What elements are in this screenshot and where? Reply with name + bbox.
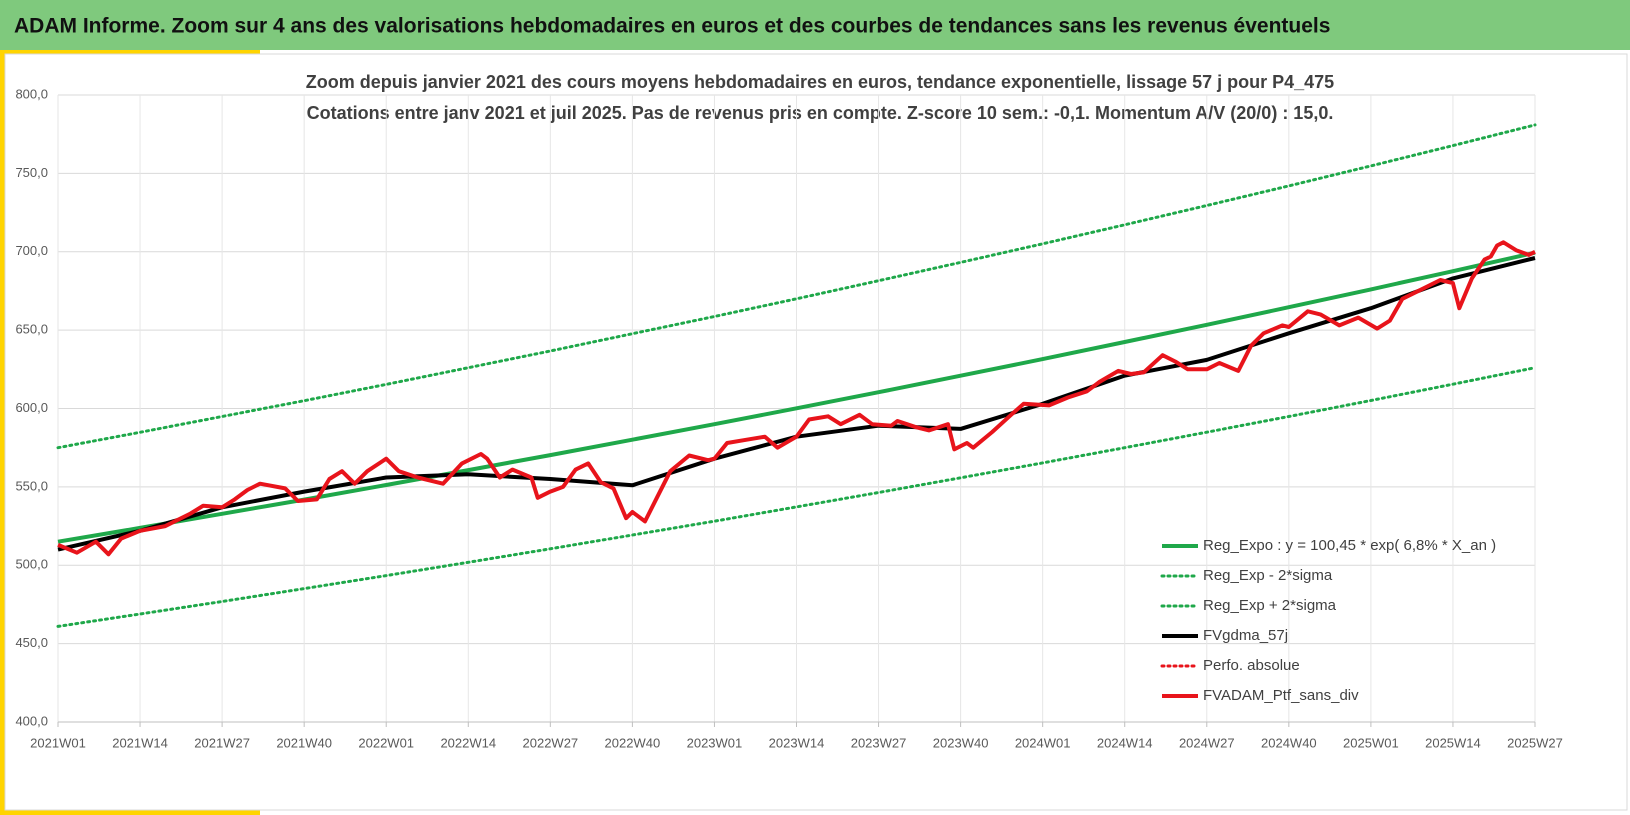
x-tick-label: 2024W40 <box>1261 735 1317 750</box>
series-line <box>56 366 1537 628</box>
x-tick-label: 2022W14 <box>440 735 496 750</box>
legend-label: Reg_Exp - 2*sigma <box>1203 567 1333 584</box>
x-tick-label: 2023W27 <box>851 735 907 750</box>
x-tick-label: 2021W01 <box>30 735 86 750</box>
y-tick-label: 650,0 <box>15 322 48 337</box>
y-tick-label: 500,0 <box>15 557 48 572</box>
legend-label: Reg_Exp + 2*sigma <box>1203 597 1337 614</box>
y-tick-label: 750,0 <box>15 165 48 180</box>
y-tick-label: 800,0 <box>15 86 48 101</box>
legend-label: FVgdma_57j <box>1203 627 1288 644</box>
legend-label: Reg_Expo : y = 100,45 * exp( 6,8% * X_an… <box>1203 537 1496 554</box>
y-tick-label: 400,0 <box>15 713 48 728</box>
x-tick-label: 2024W01 <box>1015 735 1071 750</box>
accent <box>0 50 6 815</box>
y-tick-label: 550,0 <box>15 478 48 493</box>
chart-subtitle: Cotations entre janv 2021 et juil 2025. … <box>307 103 1334 123</box>
x-tick-label: 2025W01 <box>1343 735 1399 750</box>
x-tick-label: 2022W01 <box>358 735 414 750</box>
x-tick-label: 2023W14 <box>769 735 825 750</box>
legend-label: Perfo. absolue <box>1203 657 1300 674</box>
accent <box>0 50 260 54</box>
x-tick-label: 2022W40 <box>605 735 661 750</box>
chart-title: Zoom depuis janvier 2021 des cours moyen… <box>306 72 1334 92</box>
plot: 400,0 450,0 500,0 550,0 600,0 650,0 700,0 750,0… <box>15 86 1562 750</box>
x-tick-label: 2025W27 <box>1507 735 1563 750</box>
x-tick-label: 2024W14 <box>1097 735 1153 750</box>
series-line <box>57 240 1536 557</box>
x-tick-label: 2022W27 <box>523 735 579 750</box>
x-tick-label: 2021W40 <box>276 735 332 750</box>
series-line <box>56 123 1537 450</box>
header-bar <box>0 0 1630 50</box>
x-tick-label: 2021W14 <box>112 735 168 750</box>
y-tick-label: 700,0 <box>15 243 48 258</box>
x-tick-label: 2024W27 <box>1179 735 1235 750</box>
header-title: ADAM Informe. Zoom sur 4 ans des valoris… <box>14 15 1330 38</box>
y-tick-label: 450,0 <box>15 635 48 650</box>
x-tick-label: 2023W40 <box>933 735 989 750</box>
chart-panel <box>4 53 1628 811</box>
accent <box>0 810 260 815</box>
x-tick-label: 2023W01 <box>687 735 743 750</box>
x-tick-label: 2021W27 <box>194 735 250 750</box>
legend-label: FVADAM_Ptf_sans_div <box>1203 687 1359 704</box>
y-tick-label: 600,0 <box>15 400 48 415</box>
x-tick-label: 2025W14 <box>1425 735 1481 750</box>
